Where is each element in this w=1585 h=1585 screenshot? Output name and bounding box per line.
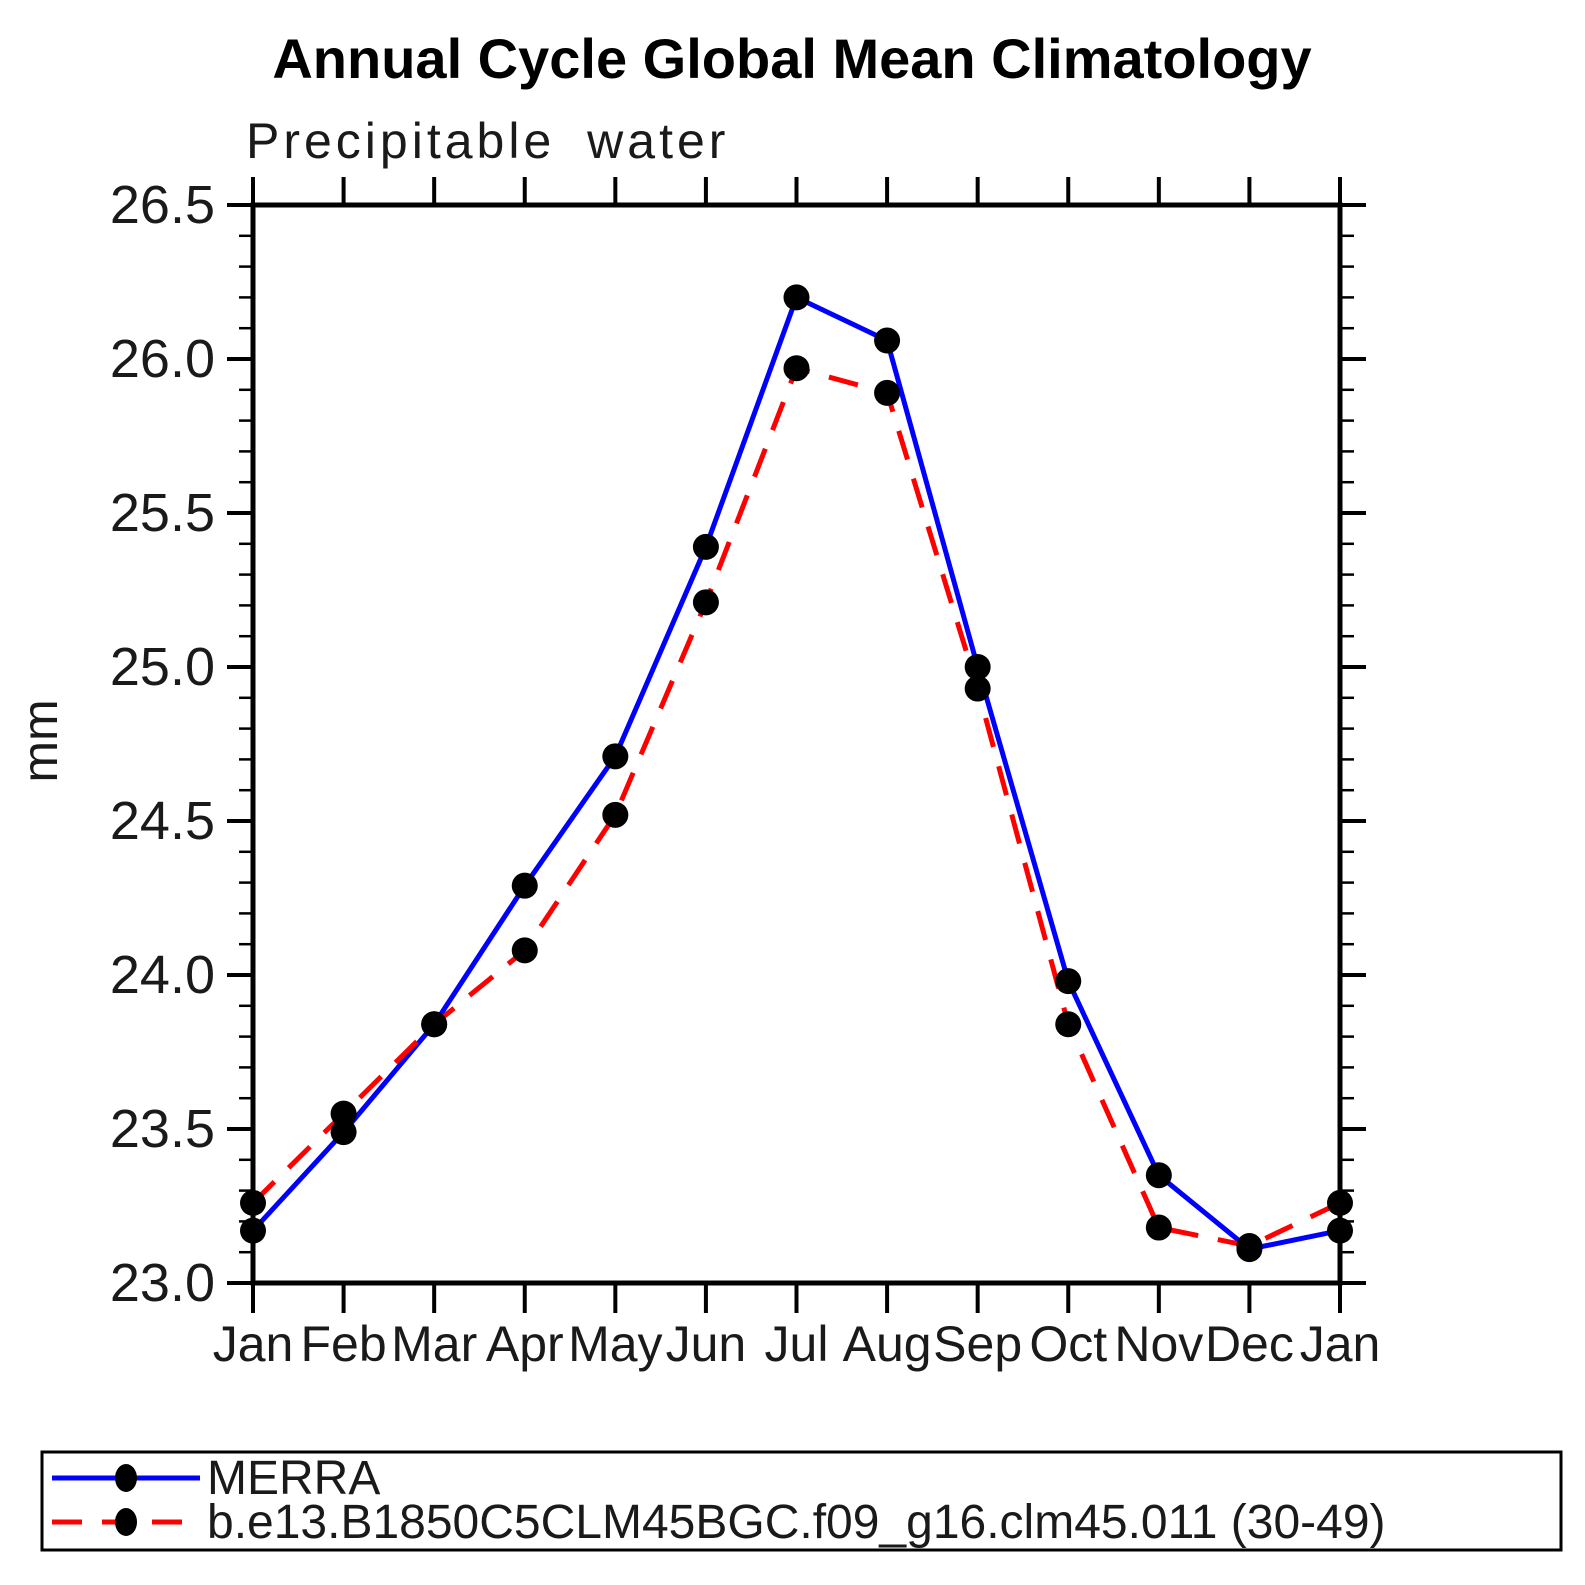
y-tick-label: 26.0 <box>110 329 215 389</box>
month-label: May <box>568 1316 662 1372</box>
y-tick-label: 26.5 <box>110 175 215 235</box>
model-data-point <box>692 589 719 616</box>
model-data-point <box>240 1189 266 1216</box>
merra-data-point <box>511 872 538 899</box>
merra-data-point <box>1327 1217 1353 1244</box>
month-label: Jun <box>666 1316 747 1372</box>
merra-data-point <box>602 743 629 770</box>
legend: MERRA b.e13.B1850C5CLM45BGC.f09_g16.clm4… <box>40 1450 1563 1552</box>
plot-frame <box>250 202 1343 1286</box>
y-tick-label: 23.5 <box>110 1099 215 1159</box>
model-data-point <box>1145 1214 1172 1241</box>
merra-data-point <box>783 284 810 311</box>
month-label: Jan <box>213 1316 294 1372</box>
legend-marker-merra <box>115 1464 137 1492</box>
y-tick-label: 23.0 <box>110 1253 215 1313</box>
merra-data-point <box>874 327 901 354</box>
y-tick-label: 25.5 <box>110 483 215 543</box>
month-label: Nov <box>1114 1316 1203 1372</box>
y-tick-label: 24.5 <box>110 791 215 851</box>
y-tick-label: 25.0 <box>110 637 215 697</box>
month-label: Aug <box>843 1316 932 1372</box>
month-label: Dec <box>1205 1316 1294 1372</box>
legend-entry-merra: MERRA <box>52 1452 380 1505</box>
model-data-point <box>1327 1189 1353 1216</box>
legend-box <box>40 1450 1563 1552</box>
month-label: Jul <box>765 1316 829 1372</box>
month-label: Feb <box>300 1316 386 1372</box>
chart-title: Annual Cycle Global Mean Climatology <box>272 27 1311 90</box>
merra-data-point <box>1055 968 1082 995</box>
model-data-point <box>964 675 991 702</box>
month-label: Apr <box>486 1316 564 1372</box>
model-data-point <box>1236 1233 1263 1260</box>
model-line <box>251 365 1342 1249</box>
month-label: Sep <box>933 1316 1022 1372</box>
data-series <box>240 284 1353 1263</box>
merra-data-point <box>964 654 991 680</box>
legend-marker-model <box>115 1508 137 1536</box>
chart-subtitle: Precipitable water <box>246 113 729 169</box>
month-label: Jan <box>1300 1316 1381 1372</box>
legend-label-model: b.e13.B1850C5CLM45BGC.f09_g16.clm45.011 … <box>207 1496 1386 1549</box>
merra-data-point <box>692 533 719 560</box>
legend-entry-model: b.e13.B1850C5CLM45BGC.f09_g16.clm45.011 … <box>52 1496 1386 1549</box>
legend-label-merra: MERRA <box>207 1452 380 1505</box>
merra-data-point <box>330 1119 357 1146</box>
model-data-point <box>874 379 901 406</box>
merra-data-point <box>1145 1162 1172 1189</box>
merra-line <box>251 293 1341 1252</box>
y-axis-label: mm <box>12 699 68 782</box>
model-data-point <box>421 1011 448 1038</box>
model-data-point <box>1055 1011 1082 1038</box>
y-tick-label: 24.0 <box>110 945 215 1005</box>
merra-data-point <box>240 1217 266 1244</box>
month-label: Oct <box>1029 1316 1107 1372</box>
month-label: Mar <box>391 1316 477 1372</box>
model-data-point <box>602 801 629 828</box>
model-data-point <box>330 1100 357 1127</box>
model-data-point <box>783 355 810 382</box>
model-data-point <box>511 937 538 964</box>
